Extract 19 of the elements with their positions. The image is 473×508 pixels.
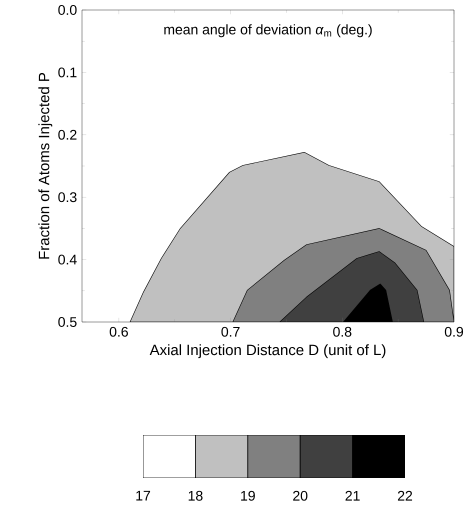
y-tick-label: 0.1 <box>58 67 76 78</box>
color-bar-label: 17 <box>136 490 150 500</box>
x-tick-label: 0.6 <box>110 326 128 337</box>
x-tick-label: 0.8 <box>333 326 352 337</box>
y-tick-label: 0.5 <box>58 317 77 327</box>
y-tick-label: 0.3 <box>58 192 77 202</box>
y-tick-label: 0.0 <box>58 5 77 15</box>
x-axis-title: Axial Injection Distance D (unit of L) <box>150 344 386 358</box>
color-bar-label: 22 <box>398 490 412 501</box>
color-bar-label: 18 <box>188 490 203 501</box>
x-tick-label: 0.9 <box>444 326 464 337</box>
color-bar-label: 21 <box>346 490 360 501</box>
y-tick-label: 0.4 <box>58 254 77 265</box>
annotation: mean angle of deviation α$_{m}$ (deg.) <box>164 24 372 38</box>
x-tick-label: 0.7 <box>221 326 240 337</box>
color-bar-label: 19 <box>241 490 255 501</box>
y-axis-title: Fraction of Atoms Injected P <box>38 72 52 259</box>
color-bar-label: 20 <box>293 490 308 501</box>
y-tick-label: 0.2 <box>58 130 76 140</box>
